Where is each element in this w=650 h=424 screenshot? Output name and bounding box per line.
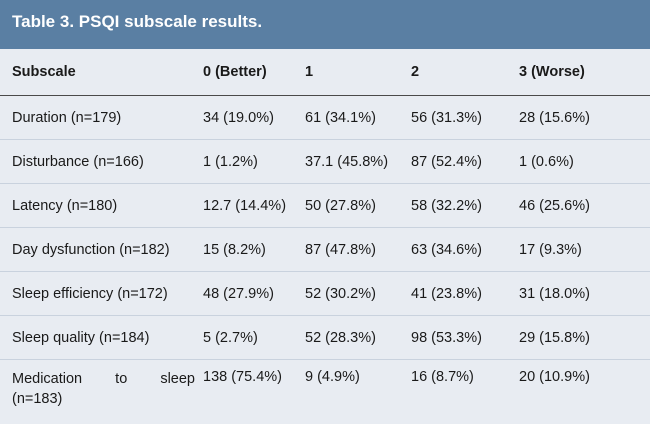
cell-score-2: 87 (52.4%) <box>411 139 519 184</box>
table-row: Medication to sleep (n=183) 138 (75.4%) … <box>0 360 650 418</box>
header-score-2: 2 <box>411 49 519 96</box>
cell-score-1: 61 (34.1%) <box>305 95 411 140</box>
cell-subscale: Sleep quality (n=184) <box>0 315 203 360</box>
cell-subscale: Medication to sleep (n=183) <box>0 360 203 418</box>
cell-score-1: 9 (4.9%) <box>305 369 360 385</box>
header-subscale: Subscale <box>0 49 203 96</box>
table-row: Sleep quality (n=184) 5 (2.7%) 52 (28.3%… <box>0 315 650 360</box>
cell-score-2: 41 (23.8%) <box>411 271 519 316</box>
psqi-table: Subscale 0 (Better) 1 2 3 (Worse) Durati… <box>0 49 650 417</box>
cell-subscale: Disturbance (n=166) <box>0 139 203 184</box>
cell-score-3: 28 (15.6%) <box>519 95 650 140</box>
cell-score-2: 16 (8.7%) <box>411 369 474 385</box>
cell-score-3: 31 (18.0%) <box>519 271 650 316</box>
cell-score-3: 1 (0.6%) <box>519 139 650 184</box>
cell-subscale: Day dysfunction (n=182) <box>0 227 203 272</box>
cell-subscale: Sleep efficiency (n=172) <box>0 271 203 316</box>
cell-score-2: 98 (53.3%) <box>411 315 519 360</box>
cell-score-1: 52 (28.3%) <box>305 315 411 360</box>
cell-score-1: 87 (47.8%) <box>305 227 411 272</box>
cell-score-2: 63 (34.6%) <box>411 227 519 272</box>
cell-score-3: 46 (25.6%) <box>519 183 650 228</box>
cell-score-2: 56 (31.3%) <box>411 95 519 140</box>
cell-score-1: 50 (27.8%) <box>305 183 411 228</box>
header-score-0: 0 (Better) <box>203 49 305 96</box>
cell-score-0: 12.7 (14.4%) <box>203 183 305 228</box>
cell-score-1: 52 (30.2%) <box>305 271 411 316</box>
cell-score-1: 37.1 (45.8%) <box>305 139 411 184</box>
cell-score-0: 1 (1.2%) <box>203 139 305 184</box>
cell-score-2: 58 (32.2%) <box>411 183 519 228</box>
cell-score-3: 17 (9.3%) <box>519 227 650 272</box>
table-row: Latency (n=180) 12.7 (14.4%) 50 (27.8%) … <box>0 183 650 228</box>
table-row: Disturbance (n=166) 1 (1.2%) 37.1 (45.8%… <box>0 139 650 184</box>
table-row: Day dysfunction (n=182) 15 (8.2%) 87 (47… <box>0 227 650 272</box>
cell-score-0: 34 (19.0%) <box>203 95 305 140</box>
table-header: Subscale 0 (Better) 1 2 3 (Worse) <box>0 49 650 96</box>
cell-score-0: 5 (2.7%) <box>203 315 305 360</box>
cell-subscale: Duration (n=179) <box>0 95 203 140</box>
cell-subscale-line1: Medication to sleep <box>12 371 195 387</box>
cell-score-3: 20 (10.9%) <box>519 369 590 385</box>
cell-score-0: 15 (8.2%) <box>203 227 305 272</box>
table-title: Table 3. PSQI subscale results. <box>0 0 650 49</box>
cell-score-0: 138 (75.4%) <box>203 369 282 385</box>
cell-score-0: 48 (27.9%) <box>203 271 305 316</box>
header-score-1: 1 <box>305 49 411 96</box>
cell-score-3: 29 (15.8%) <box>519 315 650 360</box>
header-score-3: 3 (Worse) <box>519 49 650 96</box>
table-row: Sleep efficiency (n=172) 48 (27.9%) 52 (… <box>0 271 650 316</box>
table-row: Duration (n=179) 34 (19.0%) 61 (34.1%) 5… <box>0 95 650 140</box>
cell-subscale: Latency (n=180) <box>0 183 203 228</box>
cell-subscale-line2: (n=183) <box>12 391 63 407</box>
